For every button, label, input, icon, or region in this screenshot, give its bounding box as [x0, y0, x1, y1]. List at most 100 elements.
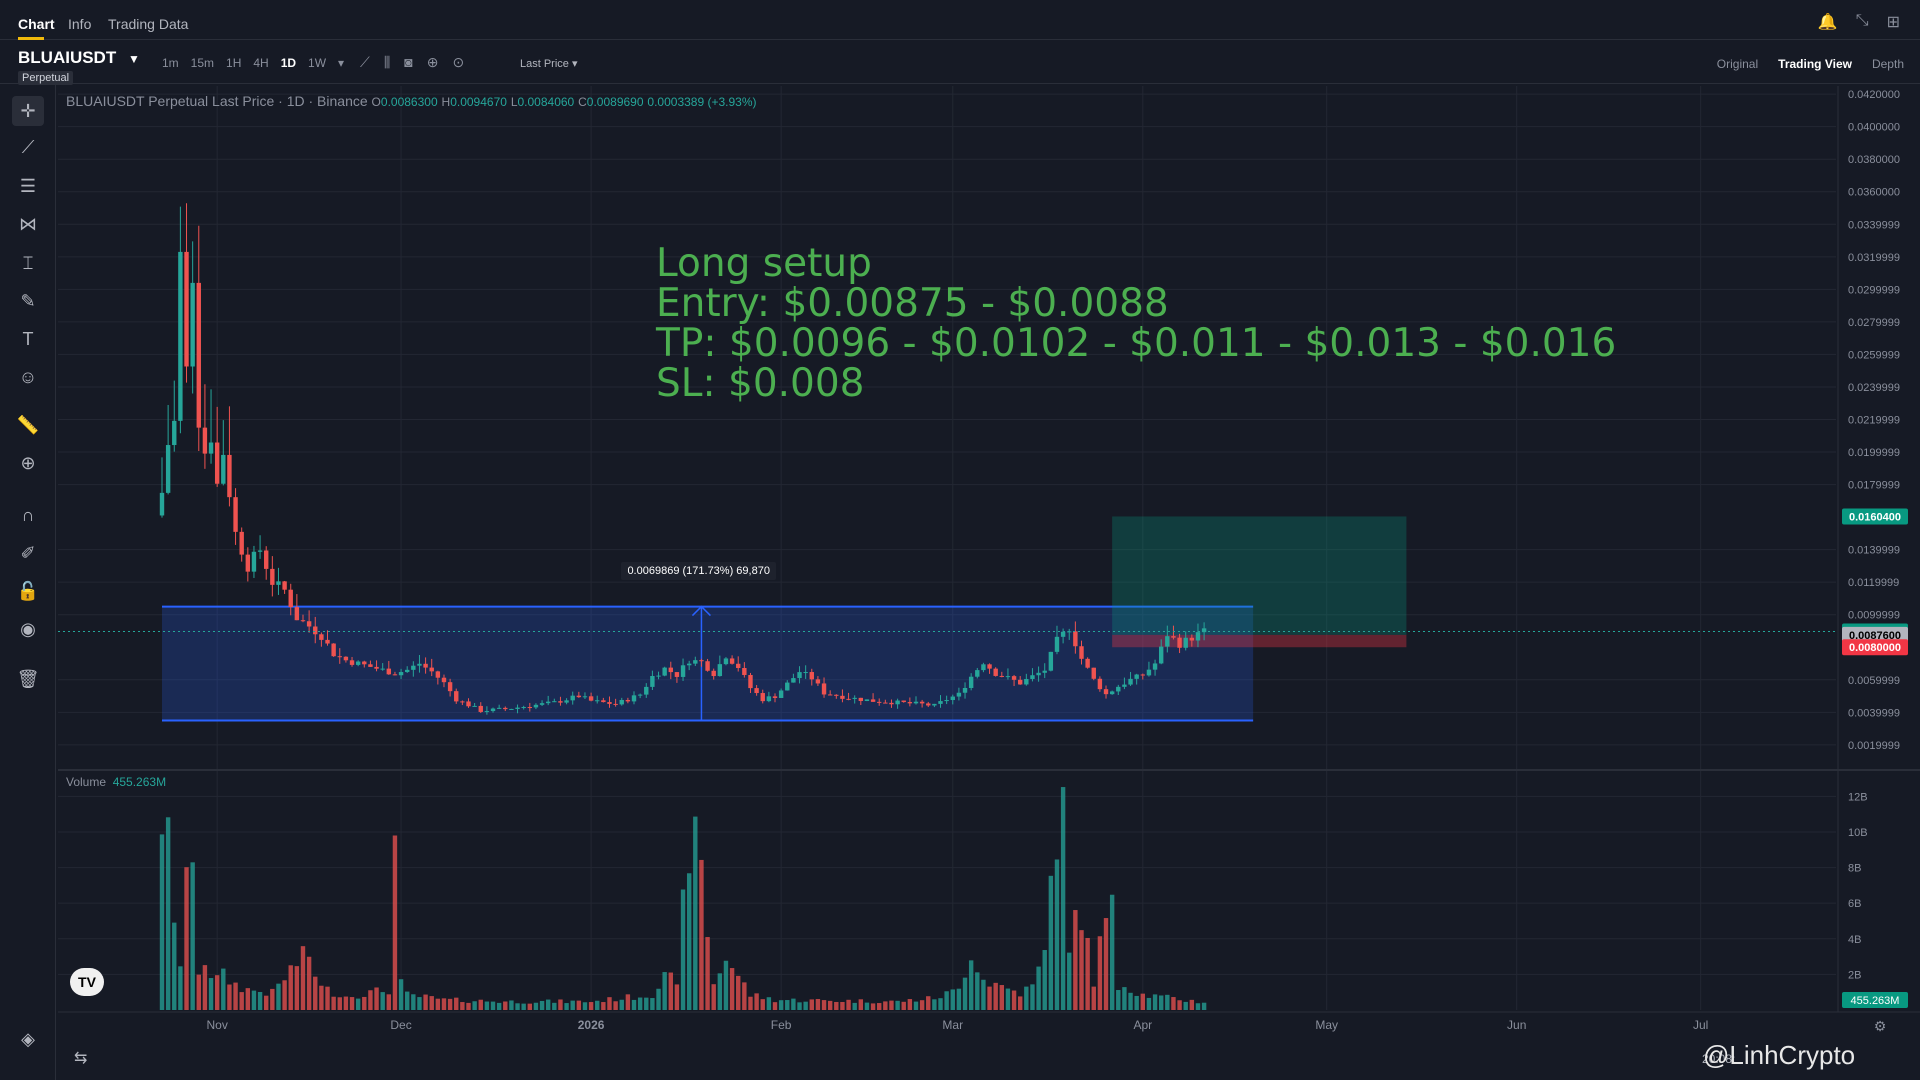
candle-body: [447, 682, 453, 692]
eye-icon[interactable]: ◉: [20, 618, 36, 639]
volume-bar: [938, 998, 943, 1010]
volume-bar: [245, 988, 251, 1010]
chevron-down-icon[interactable]: ▼: [128, 52, 140, 66]
date-range-icon[interactable]: ⇆: [74, 1050, 88, 1067]
indicator-icon[interactable]: ⟋: [360, 54, 370, 70]
text-icon[interactable]: T: [22, 328, 34, 349]
lock-draw-icon[interactable]: ✐: [20, 542, 36, 563]
interval-1h[interactable]: 1H: [226, 56, 242, 70]
bell-icon[interactable]: 🔔: [1817, 14, 1838, 31]
candle-body: [1011, 676, 1017, 680]
pattern-icon[interactable]: ⋈: [19, 213, 37, 234]
volume-bar: [987, 986, 992, 1010]
volume-bar: [282, 980, 287, 1010]
candle-body: [1158, 646, 1164, 664]
candle-body: [932, 703, 937, 706]
volume-tick-label: 12B: [1848, 791, 1868, 803]
volume-bar: [411, 994, 416, 1010]
price-badge: [1842, 626, 1908, 643]
candle-body: [993, 668, 998, 676]
candle-body: [895, 700, 900, 705]
volume-bar: [785, 1000, 790, 1010]
volume-bar: [227, 984, 232, 1010]
candle-body: [196, 282, 201, 428]
volume-bar: [680, 889, 686, 1010]
candle-body: [1030, 675, 1035, 679]
volume-bar: [1140, 993, 1145, 1010]
volume-bar: [1067, 952, 1072, 1010]
close-value: 0.0089690: [586, 95, 644, 109]
volume-bar: [368, 990, 373, 1010]
crosshair-icon[interactable]: ✛: [12, 96, 44, 126]
tab-info[interactable]: Info: [68, 16, 92, 32]
candle-body: [1005, 676, 1011, 678]
projection-icon[interactable]: ⌶: [22, 252, 34, 273]
candle-body: [380, 668, 385, 670]
candle-body: [1140, 674, 1145, 676]
long-target-zone: [1112, 516, 1407, 635]
zoom-in-icon[interactable]: ⊕: [20, 452, 36, 473]
volume-bar: [932, 999, 937, 1010]
interval-4h[interactable]: 4H: [253, 56, 269, 70]
price-tick-label: 0.0259999: [1848, 349, 1900, 361]
symbol-name[interactable]: BLUAIUSDT: [18, 48, 117, 67]
chart-type-icon[interactable]: ⫼: [383, 54, 391, 70]
layers-icon[interactable]: ◈: [21, 1028, 35, 1049]
volume-bar: [858, 999, 864, 1010]
candle-body: [1201, 628, 1207, 633]
volume-bar: [582, 1002, 588, 1010]
setup-line-sl: SL: $0.008: [656, 361, 865, 406]
view-original[interactable]: Original: [1716, 57, 1759, 71]
volume-bar: [478, 999, 483, 1010]
interval-1d[interactable]: 1D: [280, 56, 297, 70]
chevron-down-icon[interactable]: ▾: [338, 56, 345, 70]
candle-body: [576, 695, 582, 698]
volume-bar: [1183, 1001, 1188, 1010]
magnet-icon[interactable]: ∩: [21, 504, 35, 525]
brush-icon[interactable]: ✎: [20, 290, 36, 311]
volume-bar: [251, 990, 257, 1010]
candle-body: [815, 679, 821, 684]
camera-icon[interactable]: ◙: [404, 54, 413, 70]
candle-body: [821, 683, 827, 695]
candle-body: [441, 677, 447, 683]
ruler-icon[interactable]: 📏: [16, 414, 40, 435]
trash-icon[interactable]: 🗑: [16, 668, 40, 689]
candle-body: [558, 701, 563, 703]
view-depth[interactable]: Depth: [1871, 57, 1904, 71]
layout-grid-icon[interactable]: ⊞: [1886, 14, 1900, 31]
clock-text: 20:08:: [1702, 1052, 1736, 1066]
emoji-icon[interactable]: ☺: [18, 366, 38, 387]
candle-body: [552, 701, 557, 703]
volume-bar: [797, 1002, 802, 1010]
volume-bar: [1128, 992, 1133, 1010]
collapse-icon[interactable]: ⤡: [1855, 12, 1869, 29]
fib-icon[interactable]: ☰: [19, 175, 37, 196]
settings-icon[interactable]: ⚙: [1874, 1019, 1887, 1035]
candle-body: [423, 663, 428, 668]
candle-body: [165, 445, 171, 493]
interval-1m[interactable]: 1m: [162, 56, 179, 70]
interval-15m[interactable]: 15m: [190, 56, 215, 70]
volume-bar: [429, 996, 434, 1010]
volume-badge: [1842, 992, 1908, 1008]
volume-bar: [1152, 994, 1158, 1010]
settings-icon[interactable]: ⊙: [452, 54, 465, 70]
tab-chart[interactable]: Chart: [18, 16, 55, 32]
volume-bar: [981, 979, 986, 1010]
volume-bar: [619, 999, 624, 1010]
view-trading-view[interactable]: Trading View: [1778, 57, 1852, 71]
price-type-select[interactable]: Last Price ▾: [520, 58, 578, 70]
candle-body: [1116, 686, 1121, 692]
trend-line-icon[interactable]: ⟋: [21, 136, 35, 157]
lock-icon[interactable]: 🔓: [16, 580, 40, 601]
volume-bar: [343, 996, 349, 1010]
candle-body: [264, 550, 269, 569]
interval-1w[interactable]: 1W: [308, 56, 327, 70]
volume-bar: [607, 997, 612, 1010]
volume-bar: [870, 1003, 876, 1010]
add-icon[interactable]: ⊕: [426, 54, 439, 70]
tab-trading-data[interactable]: Trading Data: [108, 16, 189, 32]
volume-bar: [172, 922, 177, 1010]
